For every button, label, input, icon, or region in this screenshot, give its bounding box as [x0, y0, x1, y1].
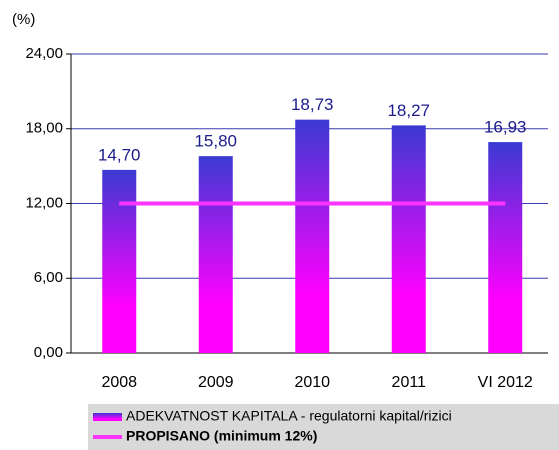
- legend-label: ADEKVATNOST KAPITALA - regulatorni kapit…: [126, 408, 452, 424]
- legend-swatch: [93, 413, 122, 421]
- value-label: 18,27: [387, 101, 430, 120]
- x-tick-label: 2009: [198, 374, 234, 391]
- bar: [391, 125, 426, 353]
- y-tick-label: 18,00: [25, 120, 63, 137]
- y-tick-label: 24,00: [25, 45, 63, 62]
- y-tick-label: 12,00: [25, 194, 63, 211]
- value-label: 18,73: [291, 95, 334, 114]
- bar: [198, 156, 233, 353]
- value-label: 15,80: [194, 132, 237, 151]
- x-tick-label: 2011: [392, 374, 427, 391]
- y-axis-label: (%): [12, 11, 35, 28]
- legend-label: PROPISANO (minimum 12%): [126, 428, 317, 444]
- y-tick-label: 0,00: [34, 344, 63, 361]
- bar: [488, 142, 523, 353]
- value-label: 14,70: [98, 145, 141, 164]
- bar: [102, 169, 137, 353]
- y-tick-label: 6,00: [34, 269, 63, 286]
- x-tick-label: VI 2012: [478, 374, 533, 391]
- bar: [295, 119, 330, 353]
- legend-box: [88, 404, 559, 450]
- value-label: 16,93: [484, 118, 527, 137]
- x-tick-label: 2008: [101, 374, 137, 391]
- x-tick-label: 2010: [294, 374, 330, 391]
